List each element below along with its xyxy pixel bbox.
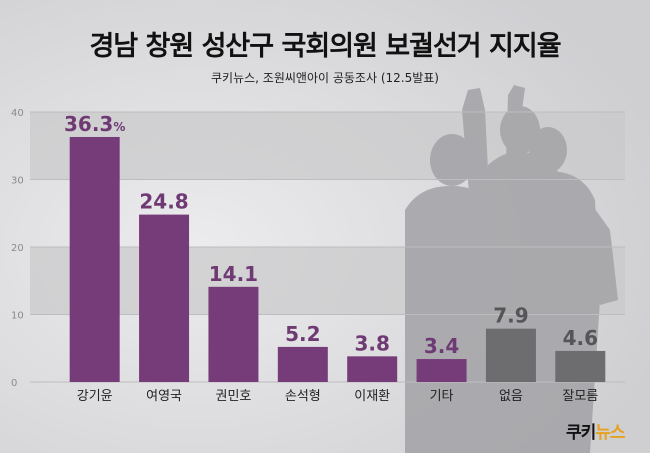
x-tick-label: 손석형	[285, 389, 321, 404]
data-label: 24.8	[139, 190, 188, 214]
y-axis: 0 10 20 30 40	[11, 108, 625, 389]
data-label: 4.6	[563, 326, 598, 350]
data-label-value: 3.8	[354, 331, 389, 355]
data-label-unit: %	[113, 120, 125, 134]
data-label: 14.1	[209, 262, 258, 286]
x-tick-label: 여영국	[146, 389, 182, 404]
data-label-value: 3.4	[424, 334, 459, 358]
value-labels: 36.3% 24.8 14.1 5.2 3.8 3.4 7.9 4.6	[64, 112, 598, 358]
data-label: 3.8	[354, 331, 389, 355]
x-tick-label: 강기윤	[77, 389, 113, 404]
y-tick-label: 0	[11, 378, 17, 389]
data-label-value: 14.1	[209, 262, 258, 286]
bar	[555, 350, 606, 382]
bar	[277, 346, 328, 382]
x-tick-label: 권민호	[215, 389, 251, 404]
x-axis: 강기윤 여영국 권민호 손석형 이재환 기타 없음 잘모름	[77, 389, 599, 404]
bar	[347, 356, 398, 382]
bar	[139, 214, 190, 382]
data-label: 36.3%	[64, 112, 125, 136]
data-label-value: 36.3	[64, 112, 113, 136]
data-label-value: 24.8	[139, 190, 188, 214]
kuki-news-logo: 쿠키뉴스	[566, 418, 626, 443]
y-tick-label: 30	[11, 176, 24, 187]
data-label: 7.9	[493, 304, 528, 328]
bar	[208, 286, 259, 382]
x-tick-label: 이재환	[354, 389, 390, 404]
data-label: 3.4	[424, 334, 459, 358]
logo-accent: 뉴스	[595, 423, 625, 443]
data-label-value: 7.9	[493, 304, 528, 328]
bar	[69, 136, 120, 382]
bar	[485, 328, 536, 382]
x-tick-label: 없음	[499, 389, 523, 404]
bar	[416, 359, 467, 382]
chart-subtitle: 쿠키뉴스, 조원씨앤아이 공동조사 (12.5발표)	[211, 71, 439, 85]
y-tick-label: 20	[11, 243, 24, 254]
data-label: 5.2	[285, 322, 320, 346]
y-tick-label: 10	[11, 311, 24, 322]
chart-title: 경남 창원 성산구 국회의원 보궐선거 지지율	[89, 31, 561, 62]
bars	[69, 136, 606, 382]
logo-main: 쿠키	[566, 423, 596, 443]
x-tick-label: 기타	[430, 389, 454, 404]
data-label-value: 5.2	[285, 322, 320, 346]
data-label-value: 4.6	[563, 326, 598, 350]
x-tick-label: 잘모름	[562, 389, 598, 404]
y-tick-label: 40	[11, 108, 24, 119]
